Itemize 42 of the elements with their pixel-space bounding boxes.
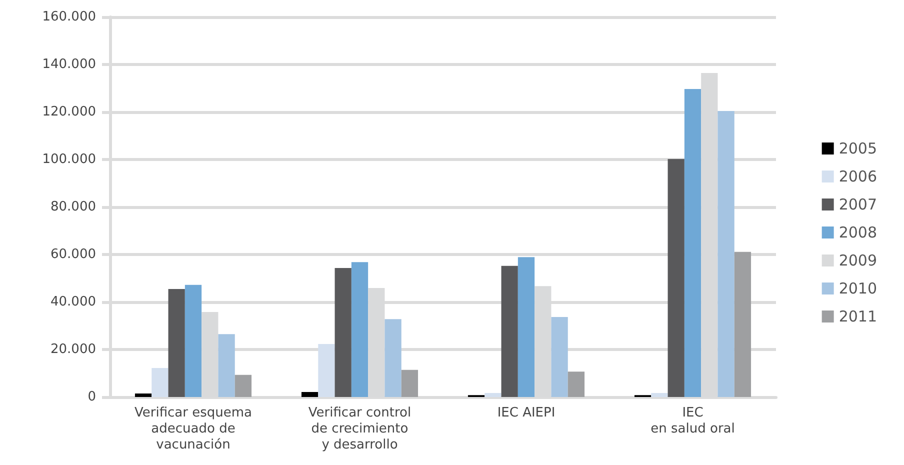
y-tick-label: 160.000 [42,10,96,24]
bar [168,288,185,397]
legend-label: 2007 [838,196,878,214]
bar [218,334,235,397]
bar [484,392,502,397]
bar [384,319,402,397]
bar [684,88,702,397]
bar [651,392,668,397]
legend-label: 2010 [838,280,878,298]
y-tick-label: 60.000 [50,247,96,262]
bar [568,372,585,397]
y-tick-label: 100.000 [42,152,96,167]
legend-label: 2006 [838,168,878,186]
y-tick-label: 20.000 [50,342,96,357]
bar [518,257,535,397]
x-tick-label: Verificar control de crecimiento y desarrollo [308,406,412,452]
bar [184,284,202,397]
x-tick-label: IEC AIEPI [497,406,556,420]
legend-label: 2008 [838,224,878,242]
bar [134,393,152,397]
bar [734,252,752,397]
bar [301,392,318,397]
bar [234,374,252,397]
y-tick-label: 40.000 [50,294,96,310]
x-tick-label: IEC en salud oral [650,406,735,436]
y-tick-label: 120.000 [42,104,96,120]
bar [501,266,518,397]
bar [718,111,734,397]
bar [334,268,352,397]
y-tick-label: 0 [88,390,96,404]
legend-label: 2009 [838,252,878,270]
legend-label: 2005 [838,140,878,158]
bar [401,370,418,397]
bar [318,344,335,397]
bar [551,316,568,397]
bar [668,159,684,397]
x-tick-label: Verificar esquema adecuado de vacunación [134,406,252,452]
legend-label: 2011 [838,308,878,326]
bar [152,368,168,397]
bar [351,262,368,397]
y-tick-label: 140.000 [42,57,96,72]
y-tick-label: 80.000 [50,200,96,214]
